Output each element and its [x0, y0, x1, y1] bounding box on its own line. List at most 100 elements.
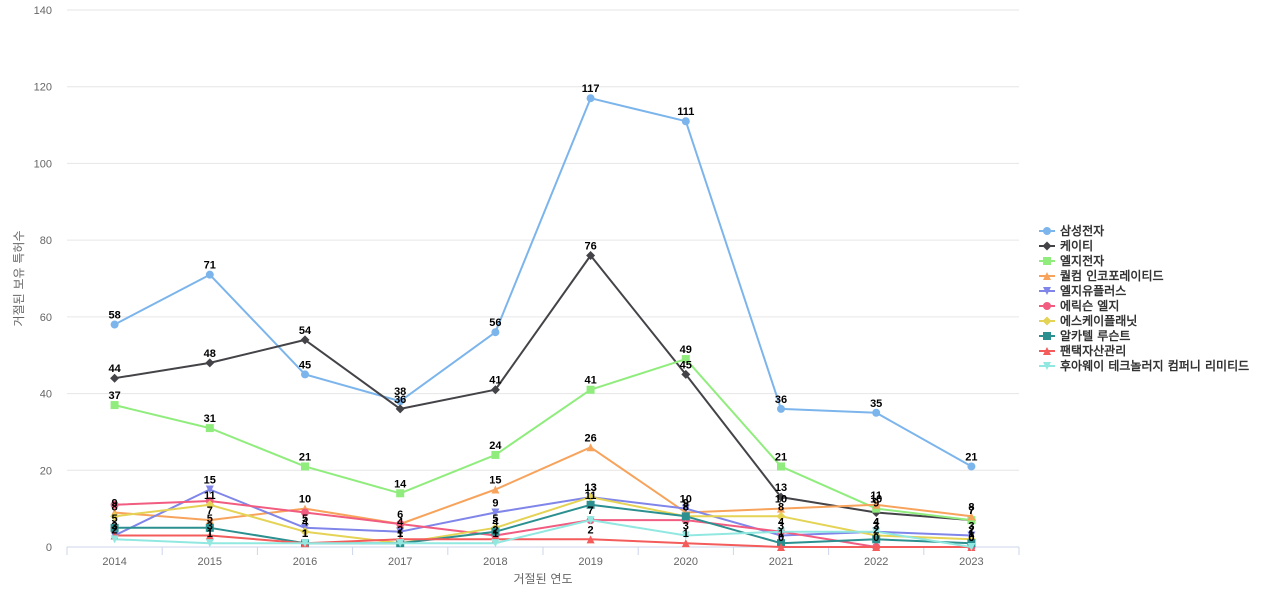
legend-item-엘지전자[interactable]: 엘지전자 [1039, 253, 1104, 268]
data-point-엘지유플러스-2018[interactable] [491, 508, 500, 517]
data-point-후아웨이-테크놀러지-컴퍼니-리미티드-2014[interactable] [110, 535, 119, 544]
legend-symbol[interactable] [1043, 332, 1051, 340]
data-point-에스케이플래닛-2019[interactable] [586, 492, 596, 502]
legend-symbol[interactable] [1043, 302, 1051, 310]
data-point-퀄컴-인코포레이티드-2022[interactable] [872, 500, 881, 509]
legend-symbol[interactable] [1043, 287, 1051, 295]
legend-item-퀄컴-인코포레이티드[interactable]: 퀄컴 인코포레이티드 [1039, 268, 1164, 283]
data-point-후아웨이-테크놀러지-컴퍼니-리미티드-2016[interactable] [301, 539, 309, 548]
series-line-에스케이플래닛[interactable] [113, 496, 973, 545]
data-point-케이티-2017[interactable] [395, 404, 405, 414]
data-point-팬택자산관리-2022[interactable] [872, 543, 881, 551]
data-point-후아웨이-테크놀러지-컴퍼니-리미티드-2019[interactable] [586, 516, 595, 525]
data-point-퀄컴-인코포레이티드-2015[interactable] [205, 516, 214, 525]
legend-symbol[interactable] [1043, 227, 1051, 235]
data-point-팬택자산관리-2020[interactable] [681, 539, 690, 548]
data-point-후아웨이-테크놀러지-컴퍼니-리미티드-2018[interactable] [491, 539, 500, 548]
data-point-후아웨이-테크놀러지-컴퍼니-리미티드-2022[interactable] [872, 527, 881, 536]
series-line-팬택자산관리[interactable] [113, 534, 973, 548]
data-point-삼성전자-2016[interactable] [301, 370, 309, 379]
data-point-에릭슨-엘지-2016[interactable] [301, 508, 309, 517]
data-point-알카텔-루슨트-2014[interactable] [110, 523, 119, 532]
data-point-에스케이플래닛-2021[interactable] [776, 511, 786, 521]
data-point-퀄컴-인코포레이티드-2018[interactable] [491, 485, 500, 494]
legend-symbol[interactable] [1043, 362, 1051, 370]
data-label-삼성전자-2021: 36 [775, 394, 787, 406]
series-line-에릭슨-엘지[interactable] [113, 500, 973, 548]
series-line-알카텔-루슨트[interactable] [113, 503, 973, 545]
data-point-에릭슨-엘지-2014[interactable] [110, 500, 119, 509]
data-point-퀄컴-인코포레이티드-2023[interactable] [967, 512, 976, 521]
data-point-후아웨이-테크놀러지-컴퍼니-리미티드-2021[interactable] [777, 527, 785, 536]
data-point-알카텔-루슨트-2018[interactable] [491, 527, 500, 536]
data-point-삼성전자-2015[interactable] [205, 270, 214, 279]
data-point-삼성전자-2018[interactable] [491, 328, 500, 337]
data-point-엘지전자-2018[interactable] [491, 450, 500, 459]
series-line-삼성전자[interactable] [113, 97, 973, 468]
data-point-엘지전자-2015[interactable] [205, 424, 214, 433]
data-point-엘지전자-2020[interactable] [681, 355, 690, 364]
data-point-삼성전자-2023[interactable] [967, 462, 976, 471]
series-line-케이티[interactable] [113, 254, 973, 522]
legend-item-후아웨이-테크놀러지-컴퍼니-리미티드[interactable]: 후아웨이 테크놀러지 컴퍼니 리미티드 [1039, 358, 1249, 373]
data-point-퀄컴-인코포레이티드-2021[interactable] [777, 504, 785, 513]
data-point-엘지전자-2021[interactable] [777, 462, 785, 471]
legend-item-엘지유플러스[interactable]: 엘지유플러스 [1039, 283, 1126, 298]
series-line-엘지유플러스[interactable] [113, 488, 973, 537]
data-label-알카텔-루슨트-2015: 5 [207, 513, 213, 525]
data-point-엘지유플러스-2017[interactable] [396, 527, 405, 536]
data-point-엘지전자-2016[interactable] [301, 462, 309, 471]
data-point-엘지전자-2017[interactable] [396, 489, 405, 498]
legend-item-알카텔-루슨트[interactable]: 알카텔 루슨트 [1039, 328, 1130, 343]
legend-item-삼성전자[interactable]: 삼성전자 [1039, 223, 1104, 238]
series-line-엘지전자[interactable] [113, 358, 973, 522]
series-후아웨이-테크놀러지-컴퍼니-리미티드 [110, 516, 976, 551]
data-point-케이티-2014[interactable] [110, 373, 120, 383]
data-point-알카텔-루슨트-2022[interactable] [872, 535, 881, 544]
legend-item-케이티[interactable]: 케이티 [1039, 238, 1093, 253]
data-point-후아웨이-테크놀러지-컴퍼니-리미티드-2023[interactable] [967, 543, 976, 551]
data-point-엘지전자-2014[interactable] [110, 401, 119, 410]
data-point-케이티-2015[interactable] [205, 358, 215, 368]
legend-symbol[interactable] [1043, 257, 1051, 265]
data-point-케이티-2019[interactable] [586, 250, 596, 260]
data-point-팬택자산관리-2021[interactable] [777, 543, 785, 551]
data-point-삼성전자-2017[interactable] [396, 397, 405, 406]
legend-symbol[interactable] [1043, 272, 1051, 280]
data-point-알카텔-루슨트-2019[interactable] [586, 500, 595, 509]
legend-symbol[interactable] [1042, 241, 1052, 251]
legend-item-에스케이플래닛[interactable]: 에스케이플래닛 [1039, 313, 1137, 328]
data-label-엘지유플러스-2014: 3 [112, 520, 118, 532]
data-point-엘지유플러스-2020[interactable] [681, 504, 690, 513]
data-point-삼성전자-2022[interactable] [872, 408, 881, 417]
data-point-케이티-2021[interactable] [776, 492, 786, 502]
data-point-에스케이플래닛-2015[interactable] [205, 500, 215, 510]
data-point-케이티-2020[interactable] [681, 369, 691, 379]
legend-item-팬택자산관리[interactable]: 팬택자산관리 [1039, 343, 1126, 358]
legend-symbol[interactable] [1043, 347, 1051, 355]
data-point-에스케이플래닛-2016[interactable] [300, 527, 310, 537]
data-point-케이티-2016[interactable] [300, 335, 310, 345]
series-line-후아웨이-테크놀러지-컴퍼니-리미티드[interactable] [113, 519, 973, 548]
data-point-알카텔-루슨트-2020[interactable] [681, 512, 690, 521]
data-point-케이티-2018[interactable] [490, 385, 500, 395]
data-point-알카텔-루슨트-2015[interactable] [205, 523, 214, 532]
data-point-삼성전자-2014[interactable] [110, 320, 119, 329]
data-point-퀄컴-인코포레이티드-2019[interactable] [586, 443, 595, 452]
data-point-후아웨이-테크놀러지-컴퍼니-리미티드-2017[interactable] [396, 539, 405, 548]
data-point-엘지유플러스-2015[interactable] [205, 485, 214, 494]
data-point-팬택자산관리-2015[interactable] [205, 531, 214, 540]
data-point-엘지전자-2019[interactable] [586, 385, 595, 394]
data-point-삼성전자-2020[interactable] [681, 117, 690, 126]
data-point-후아웨이-테크놀러지-컴퍼니-리미티드-2015[interactable] [205, 539, 214, 548]
data-point-팬택자산관리-2019[interactable] [586, 535, 595, 544]
data-label-엘지전자-2021: 21 [775, 451, 787, 463]
data-point-에스케이플래닛-2014[interactable] [110, 511, 120, 521]
legend-item-에릭슨-엘지[interactable]: 에릭슨 엘지 [1039, 298, 1119, 313]
legend-symbol[interactable] [1042, 316, 1052, 326]
data-point-에릭슨-엘지-2017[interactable] [396, 519, 405, 528]
series-line-퀄컴-인코포레이티드[interactable] [113, 446, 973, 525]
data-point-삼성전자-2021[interactable] [777, 404, 785, 413]
data-point-후아웨이-테크놀러지-컴퍼니-리미티드-2020[interactable] [681, 531, 690, 540]
data-point-삼성전자-2019[interactable] [586, 94, 595, 103]
